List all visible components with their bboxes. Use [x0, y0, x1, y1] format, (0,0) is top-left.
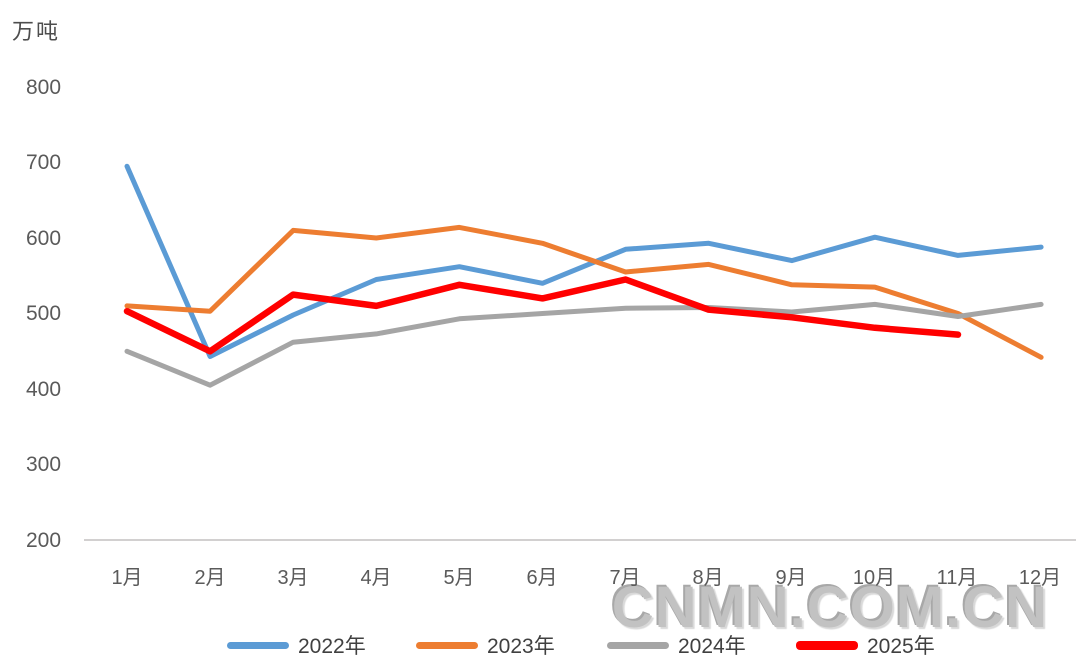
y-axis-tick: 600 [26, 227, 62, 250]
legend-label: 2024年 [678, 635, 746, 658]
legend-item-2022: 2022年 [227, 631, 366, 659]
series-line-2022年 [124, 163, 1044, 359]
series-line-2025年 [123, 276, 962, 355]
x-axis-tick: 12月 [1018, 567, 1062, 589]
legend-swatch-2025 [796, 640, 858, 650]
x-axis-tick: 3月 [277, 567, 309, 589]
y-axis-tick: 800 [26, 76, 62, 99]
series-line-2023年 [124, 224, 1044, 360]
x-axis-tick: 8月 [692, 567, 724, 589]
x-axis-tick: 1月 [111, 567, 143, 589]
x-axis-tick: 4月 [360, 567, 392, 589]
x-axis-tick: 11月 [936, 567, 978, 589]
legend-item-2023: 2023年 [416, 631, 555, 659]
y-axis-tick: 500 [26, 302, 62, 325]
x-axis-line [84, 539, 1076, 541]
legend-swatch-2022 [227, 641, 289, 649]
chart-legend: 2022年 2023年 2024年 2025年 [0, 631, 1080, 661]
y-axis-unit-label: 万吨 [12, 19, 61, 44]
series-line-2024年 [124, 301, 1044, 388]
legend-label: 2025年 [867, 635, 935, 658]
watermark-text: CNMN.COM.CN [611, 575, 1048, 640]
y-axis-tick: 200 [26, 529, 62, 552]
y-axis-tick: 300 [26, 453, 62, 476]
x-axis-tick: 7月 [609, 567, 641, 589]
legend-swatch-2024 [607, 641, 669, 649]
legend-item-2024: 2024年 [607, 631, 746, 659]
y-axis-tick: 700 [26, 151, 62, 174]
legend-label: 2022年 [298, 635, 366, 658]
x-axis-tick: 5月 [443, 567, 475, 589]
y-axis-tick: 400 [26, 378, 62, 401]
legend-label: 2023年 [487, 635, 555, 658]
x-axis-tick: 10月 [852, 567, 896, 589]
legend-item-2025: 2025年 [796, 631, 935, 659]
x-axis-tick: 2月 [194, 567, 226, 589]
legend-swatch-2023 [416, 641, 478, 649]
x-axis-tick: 9月 [775, 567, 807, 589]
x-axis-tick: 6月 [526, 567, 558, 589]
